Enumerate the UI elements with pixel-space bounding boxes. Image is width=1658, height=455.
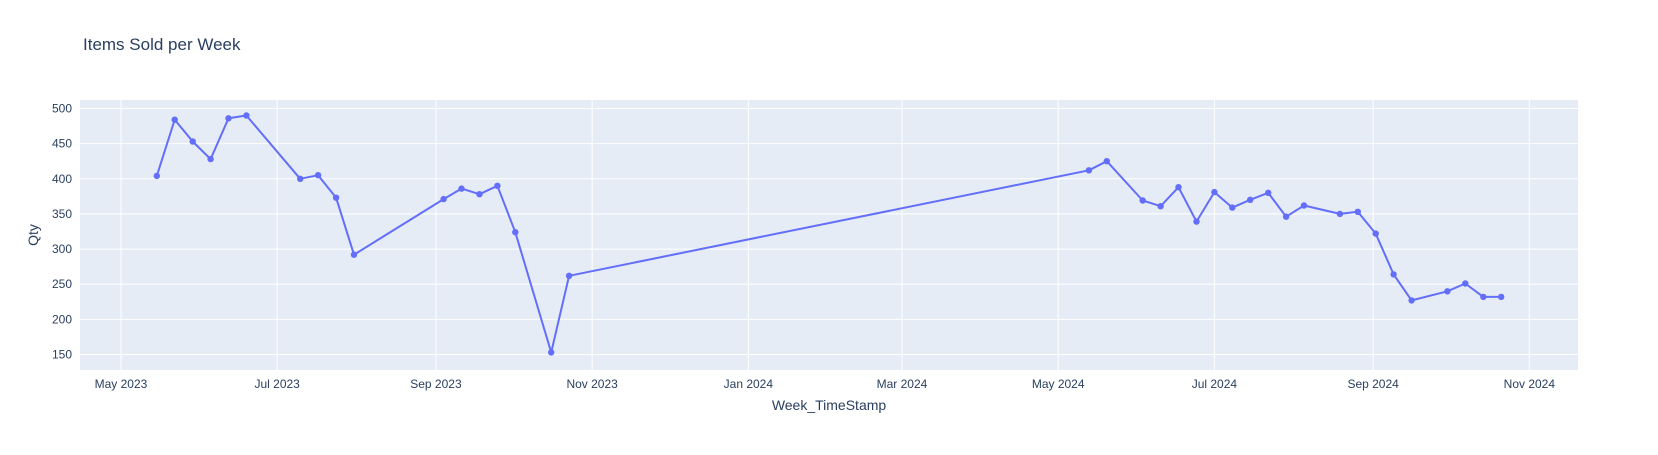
data-point [1498,293,1505,301]
x-tick-label: Jan 2024 [724,377,774,391]
x-tick-label: Jul 2024 [1192,377,1238,391]
data-point [153,172,160,180]
data-point [1085,167,1093,174]
data-point [1300,202,1308,209]
data-point [350,251,358,258]
data-point [1282,213,1290,220]
data-point [1211,188,1218,196]
y-axis-title: Qty [25,224,41,246]
x-axis-title: Week_TimeStamp [772,397,887,413]
data-point [1247,196,1254,203]
data-point [225,115,232,122]
x-axis-ticks: May 2023 Jul 2023 Sep 2023 Nov 2023 Jan 2024… [95,377,1556,391]
data-point [171,116,178,123]
chart-title: Items Sold per Week [83,35,241,54]
data-point [332,194,340,201]
data-point [1336,210,1344,218]
y-tick-label: 450 [52,137,72,151]
x-tick-label: Sep 2024 [1347,377,1399,391]
data-series [153,112,1505,356]
data-point [189,138,196,145]
data-point [1157,203,1164,210]
data-point [1390,271,1397,278]
x-tick-label: Nov 2023 [566,377,618,391]
data-point [314,172,322,179]
data-point [1354,208,1362,215]
data-point [1444,288,1451,295]
y-tick-label: 500 [52,101,72,115]
y-tick-label: 150 [52,348,72,362]
x-tick-label: May 2023 [95,377,148,391]
x-tick-label: May 2024 [1032,377,1085,391]
data-point [565,272,573,279]
data-point [1462,280,1469,287]
y-tick-label: 250 [52,277,72,291]
data-point [476,191,483,198]
data-point [1103,158,1111,165]
data-point [1408,297,1415,304]
data-point [1193,218,1200,225]
y-tick-label: 200 [52,312,72,326]
y-tick-label: 400 [52,172,72,186]
x-tick-label: Sep 2023 [410,377,462,391]
x-tick-label: Mar 2024 [877,377,928,391]
data-point [1372,230,1379,237]
data-point [512,229,519,236]
plot-area [80,100,1578,370]
data-point [297,175,304,182]
data-point [1229,204,1236,211]
data-point [1175,184,1182,191]
y-tick-label: 350 [52,207,72,221]
grid-lines [80,100,1578,370]
data-point [1139,197,1146,204]
x-tick-label: Jul 2023 [254,377,300,391]
data-point [1480,293,1487,301]
data-point [207,155,214,163]
data-point [548,349,555,356]
data-point [494,182,501,189]
data-point [1265,189,1272,196]
y-tick-label: 300 [52,242,72,256]
data-point [440,195,447,203]
x-tick-label: Nov 2024 [1504,377,1556,391]
data-point [458,185,465,192]
y-axis-ticks: 150 200 250 300 350 400 450 500 [52,101,72,361]
data-point [243,112,250,119]
